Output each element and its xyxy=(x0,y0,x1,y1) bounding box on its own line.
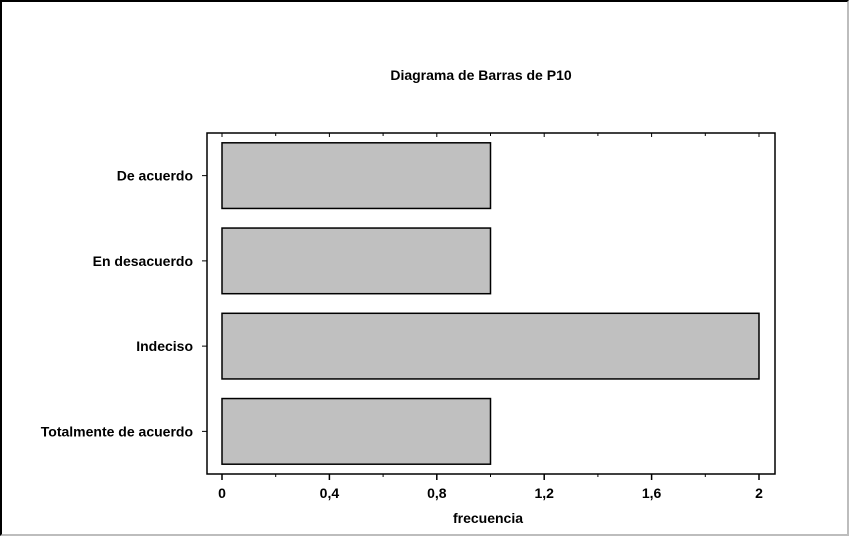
category-label: De acuerdo xyxy=(117,168,193,184)
x-tick-label: 0,8 xyxy=(427,485,447,501)
bar-totalmente-de-acuerdo xyxy=(221,397,492,465)
category-label: Totalmente de acuerdo xyxy=(41,423,193,439)
bar-de-acuerdo xyxy=(221,142,492,210)
x-tick-label: 1,2 xyxy=(534,485,554,501)
x-axis-label: frecuencia xyxy=(453,510,523,526)
category-label: En desacuerdo xyxy=(93,253,193,269)
bar-indeciso xyxy=(221,312,760,380)
plot-area: De acuerdo En desacuerdo Indeciso Totalment… xyxy=(41,132,776,501)
category-label: Indeciso xyxy=(136,338,193,354)
x-tick-label: 2 xyxy=(755,485,763,501)
bar-en-desacuerdo xyxy=(221,227,492,295)
x-tick-label: 0,4 xyxy=(320,485,340,501)
x-tick-label: 1,6 xyxy=(642,485,662,501)
x-tick-label: 0 xyxy=(218,485,226,501)
chart-title: Diagrama de Barras de P10 xyxy=(390,67,572,83)
